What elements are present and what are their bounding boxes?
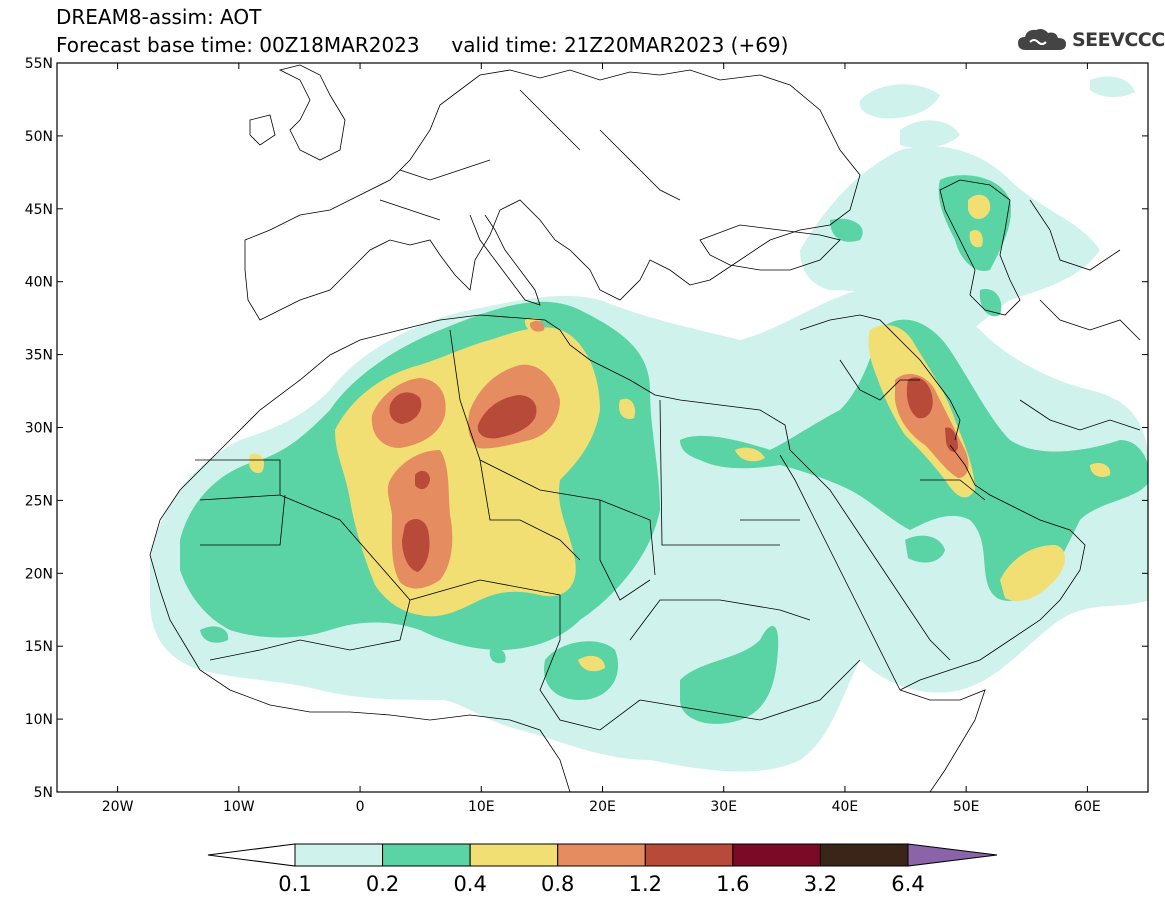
colorbar-level-label: 1.6	[716, 872, 750, 896]
lon-label: 50E	[953, 799, 980, 815]
lat-label: 55N	[25, 56, 53, 72]
colorbar-segment	[469, 843, 559, 867]
colorbar-segment	[557, 843, 646, 867]
lon-label: 20E	[589, 799, 616, 815]
colorbar-segment	[294, 843, 384, 867]
forecast-time-subtitle: Forecast base time: 00Z18MAR2023 valid t…	[56, 33, 789, 57]
colorbar-below-triangle	[207, 843, 296, 867]
lat-label: 50N	[25, 129, 53, 145]
lat-label: 15N	[25, 639, 53, 655]
aot-layer-1.2	[389, 377, 958, 572]
longitude-axis: 20W 10W 0 10E 20E 30E 40E 50E 60E	[102, 63, 1101, 815]
seevccc-logo: SEEVCCC	[1016, 26, 1165, 56]
lon-label: 10E	[468, 799, 495, 815]
lon-label: 60E	[1074, 799, 1101, 815]
lon-label: 0	[356, 799, 365, 815]
cloud-icon	[1018, 29, 1066, 50]
colorbar-level-label: 0.2	[365, 872, 400, 896]
lat-label: 40N	[25, 275, 53, 291]
lon-label: 40E	[832, 799, 859, 815]
aot-fields	[57, 63, 1148, 792]
colorbar-level-label: 3.2	[803, 872, 838, 896]
lat-label: 10N	[25, 712, 53, 728]
colorbar-level-label: 0.1	[278, 872, 312, 896]
colorbar-segment	[382, 843, 471, 867]
coastlines	[149, 64, 1141, 792]
lon-label: 10W	[223, 799, 255, 815]
colorbar-above-triangle	[907, 843, 998, 867]
colorbar-level-label: 0.8	[541, 872, 575, 896]
colorbar-level-label: 0.4	[453, 872, 487, 896]
colorbar-level-label: 1.2	[628, 872, 662, 896]
aot-colorbar	[207, 843, 998, 867]
lat-label: 35N	[25, 348, 53, 364]
colorbar-segment	[644, 843, 734, 867]
lat-label: 45N	[25, 202, 53, 218]
lon-label: 20W	[102, 799, 134, 815]
logo-text: SEEVCCC	[1072, 29, 1165, 51]
lon-label: 30E	[710, 799, 737, 815]
lat-label: 25N	[25, 493, 53, 509]
lat-label: 5N	[34, 785, 53, 801]
colorbar-segment	[732, 843, 821, 867]
lat-label: 30N	[25, 421, 53, 437]
lat-label: 20N	[25, 566, 53, 582]
latitude-axis: 55N 50N 45N 40N 35N 30N 25N 20N 15N 10N 5N	[25, 56, 1148, 801]
colorbar-segment	[819, 843, 909, 867]
map-title: DREAM8-assim: AOT	[56, 5, 262, 29]
colorbar-level-label: 6.4	[891, 872, 925, 896]
